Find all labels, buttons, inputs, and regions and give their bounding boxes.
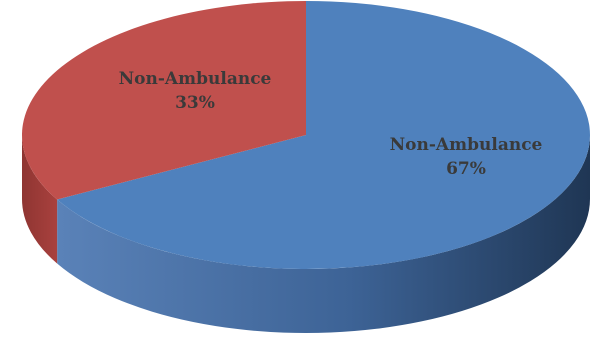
- pie-sides: [22, 135, 590, 333]
- slice-label-name-2: Non-Ambulance: [119, 69, 272, 89]
- pie-slice-side-1: [57, 135, 590, 333]
- slice-label-name-1: Non-Ambulance: [390, 135, 543, 155]
- pie-slice-side-2: [22, 135, 58, 264]
- slice-label-percent-1: 67%: [446, 159, 486, 179]
- pie-labels: Non-Ambulance 67% Non-Ambulance 33%: [119, 69, 543, 179]
- pie-tops: [22, 1, 590, 269]
- pie-slice-2: [22, 1, 307, 200]
- slice-label-percent-2: 33%: [175, 93, 215, 113]
- pie-slice-1: [57, 1, 590, 269]
